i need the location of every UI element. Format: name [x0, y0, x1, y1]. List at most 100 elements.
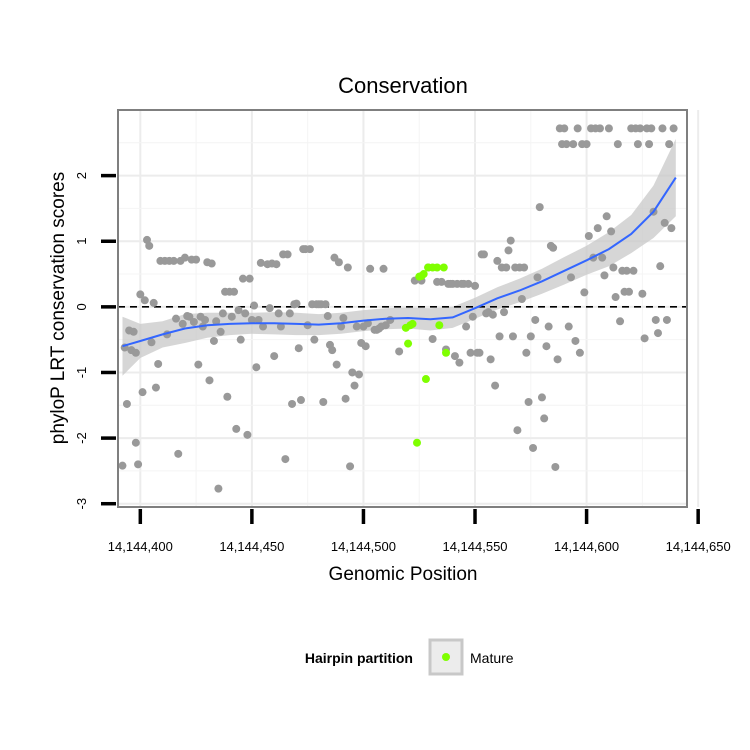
data-point — [640, 334, 649, 343]
data-point — [185, 312, 194, 321]
data-point — [346, 462, 355, 471]
data-point — [174, 449, 183, 458]
data-point — [131, 438, 140, 447]
data-point — [192, 255, 201, 264]
data-point — [571, 336, 580, 345]
data-point — [285, 309, 294, 318]
data-point — [334, 258, 343, 267]
data-point — [212, 317, 221, 326]
data-point — [562, 140, 571, 149]
data-point-mature — [433, 263, 442, 272]
data-point — [256, 258, 265, 267]
data-point — [665, 140, 674, 149]
data-point — [178, 319, 187, 328]
data-point — [379, 264, 388, 273]
grid-lines — [118, 110, 700, 507]
data-point — [247, 315, 256, 324]
data-point — [437, 277, 446, 286]
data-point — [227, 312, 236, 321]
data-point — [352, 322, 361, 331]
data-point — [230, 287, 239, 296]
data-point — [531, 315, 540, 324]
data-point — [584, 231, 593, 240]
data-point — [145, 241, 154, 250]
data-point — [354, 370, 363, 379]
data-point — [569, 140, 578, 149]
x-tick-label: 14,144,650 — [666, 539, 731, 554]
data-point — [522, 348, 531, 357]
data-point — [600, 271, 609, 280]
data-point — [288, 399, 297, 408]
y-tick-label: -2 — [74, 432, 89, 444]
data-point — [636, 124, 645, 133]
data-point — [245, 274, 254, 283]
data-point — [238, 274, 247, 283]
data-point — [624, 287, 633, 296]
data-point — [207, 259, 216, 268]
data-point — [513, 426, 522, 435]
data-point-mature — [439, 263, 448, 272]
data-point — [537, 393, 546, 402]
data-point — [504, 246, 513, 255]
data-point — [205, 376, 214, 385]
data-point — [305, 245, 314, 254]
data-point — [533, 273, 542, 282]
data-point — [201, 315, 210, 324]
data-point — [653, 329, 662, 338]
data-point — [321, 300, 330, 309]
data-point — [564, 322, 573, 331]
data-point — [622, 266, 631, 275]
data-point — [647, 124, 656, 133]
data-point — [495, 332, 504, 341]
data-point — [292, 299, 301, 308]
data-point — [455, 358, 464, 367]
data-point — [582, 140, 591, 149]
data-point — [129, 327, 138, 336]
data-point — [243, 430, 252, 439]
data-point — [520, 263, 529, 272]
data-point — [462, 322, 471, 331]
data-point — [134, 460, 143, 469]
data-point — [140, 296, 149, 305]
data-point — [294, 344, 303, 353]
data-point — [337, 322, 346, 331]
y-tick-label: 2 — [74, 172, 89, 179]
data-point — [660, 218, 669, 227]
data-point — [604, 124, 613, 133]
data-point — [502, 263, 511, 272]
data-point — [595, 124, 604, 133]
data-point — [236, 335, 245, 344]
data-point — [361, 342, 370, 351]
data-point — [598, 253, 607, 262]
data-point-mature — [408, 319, 417, 328]
data-point — [259, 322, 268, 331]
data-point — [524, 398, 533, 407]
x-tick-label: 14,144,450 — [219, 539, 284, 554]
data-point — [169, 256, 178, 265]
data-point — [611, 293, 620, 302]
plot-panel — [117, 109, 700, 508]
data-point — [194, 360, 203, 369]
data-point — [151, 383, 160, 392]
y-tick-label: -1 — [74, 367, 89, 379]
data-point — [633, 140, 642, 149]
data-point — [471, 281, 480, 290]
data-point — [180, 253, 189, 262]
data-point — [529, 443, 538, 452]
data-point-mature — [421, 375, 430, 384]
data-point — [214, 484, 223, 493]
data-point — [593, 224, 602, 233]
x-axis-title: Genomic Position — [329, 564, 478, 585]
data-point — [339, 314, 348, 323]
data-point — [500, 308, 509, 317]
data-point — [223, 392, 232, 401]
data-point — [613, 140, 622, 149]
data-point — [580, 288, 589, 297]
data-point — [479, 250, 488, 259]
data-point — [638, 289, 647, 298]
data-point — [526, 332, 535, 341]
data-point — [629, 266, 638, 275]
data-point — [232, 424, 241, 433]
data-point — [651, 315, 660, 324]
